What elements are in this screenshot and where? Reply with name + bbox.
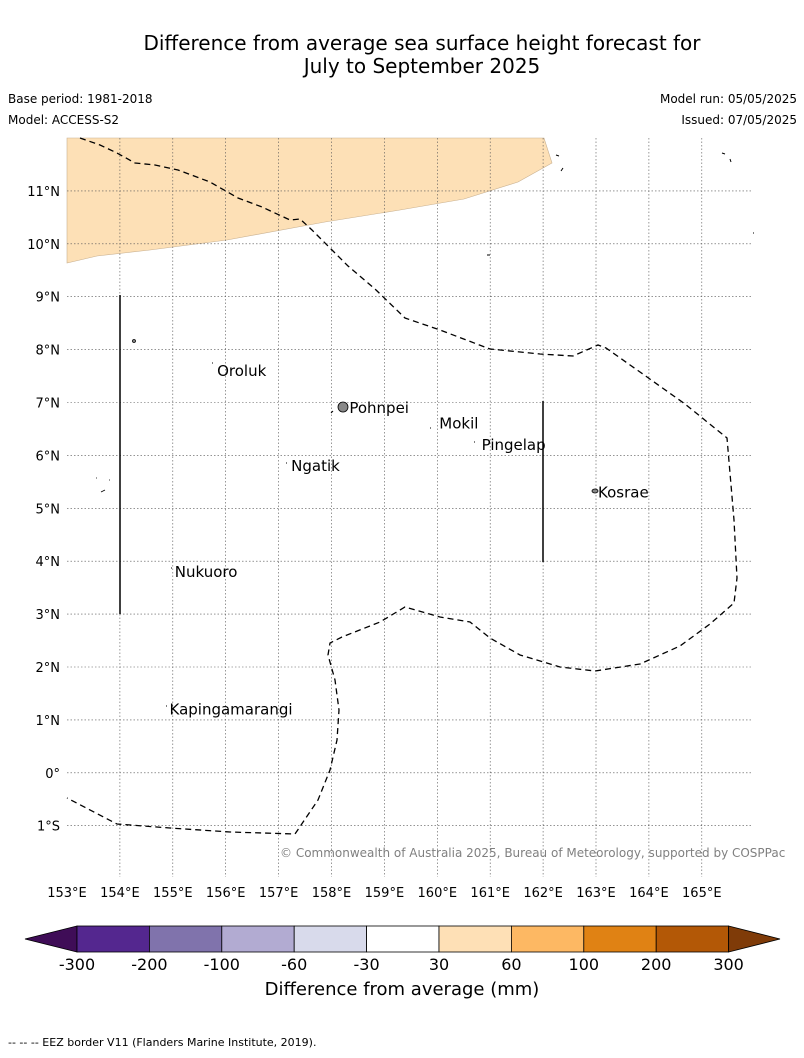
place-label-nukuoro: Nukuoro: [175, 563, 238, 581]
graticule: [67, 138, 753, 877]
lat-tick-label: 0°: [45, 767, 60, 782]
lat-tick-label: 7°N: [36, 397, 61, 412]
colorbar-segment: [221, 925, 295, 953]
colorbar-segment: [148, 925, 223, 953]
colorbar-tick-label: -60: [281, 955, 307, 974]
model-name: Model: ACCESS-S2: [8, 113, 120, 127]
lon-tick-label: 164°E: [629, 886, 669, 901]
colorbar-segment: [293, 925, 368, 953]
island-fragments: [166, 152, 754, 707]
lat-tick-label: 9°N: [36, 291, 61, 306]
lon-tick-label: 156°E: [206, 886, 246, 901]
colorbar-tick-label: -300: [59, 955, 95, 974]
title-line-1: Difference from average sea surface heig…: [143, 31, 701, 55]
colorbar-segment: [583, 925, 657, 953]
place-label-kosrae: Kosrae: [598, 483, 649, 501]
island-kosrae-shape: [591, 488, 599, 494]
colorbar-segment: [438, 925, 512, 953]
lon-tick-label: 161°E: [470, 886, 510, 901]
chart-title: Difference from average sea surface heig…: [0, 32, 804, 78]
lat-tick-label: 11°N: [27, 185, 60, 200]
islands: [96, 152, 754, 707]
lon-tick-label: 162°E: [523, 886, 563, 901]
eez-border: [66, 137, 738, 835]
place-label-kapingamarangi: Kapingamarangi: [170, 700, 293, 718]
place-label-mokil: Mokil: [439, 415, 478, 433]
colorbar-segment: [510, 925, 585, 953]
latitude-labels: 11°N 10°N 9°N 8°N 7°N 6°N 5°N 4°N 3°N 2°N 1°N 0° 1°S: [27, 185, 60, 835]
lon-tick-label: 160°E: [418, 886, 458, 901]
model-run: Model run: 05/05/2025: [659, 92, 797, 106]
island-fragments-west: [96, 477, 110, 493]
lon-tick-label: 165°E: [682, 886, 722, 901]
lon-tick-label: 159°E: [365, 886, 405, 901]
island-dot: [132, 339, 136, 343]
lat-tick-label: 3°N: [36, 608, 61, 623]
place-label-pohnpei: Pohnpei: [349, 399, 409, 417]
colorbar-extend-high: [728, 925, 781, 953]
lon-tick-label: 154°E: [100, 886, 140, 901]
lat-tick-label: 1°S: [37, 820, 60, 835]
lon-tick-label: 153°E: [47, 886, 87, 901]
eez-legend-note: -- -- -- EEZ border V11 (Flanders Marine…: [8, 1036, 317, 1049]
place-label-pingelap: Pingelap: [482, 436, 546, 454]
base-period: Base period: 1981-2018: [8, 92, 153, 106]
colorbar-tick-label: 30: [429, 955, 449, 974]
lat-tick-label: 10°N: [27, 238, 60, 253]
colorbar-tick-label: -100: [204, 955, 240, 974]
colorbar-tick-label: 300: [713, 955, 744, 974]
anomaly-fill-region: [66, 137, 553, 264]
lon-tick-label: 163°E: [576, 886, 616, 901]
island-pohnpei-shape: [337, 401, 349, 413]
colorbar-tick-label: 200: [641, 955, 672, 974]
title-line-2: July to September 2025: [303, 54, 541, 78]
place-label-ngatik: Ngatik: [291, 457, 340, 475]
issued-date: Issued: 07/05/2025: [681, 113, 797, 127]
colorbar-tick-label: -200: [131, 955, 167, 974]
colorbar-label: Difference from average (mm): [264, 979, 540, 1000]
lat-tick-label: 4°N: [36, 555, 61, 570]
colorbar-tick-label: 100: [569, 955, 600, 974]
copyright-notice: © Commonwealth of Australia 2025, Bureau…: [280, 846, 786, 860]
lat-tick-label: 5°N: [36, 502, 61, 517]
lon-tick-label: 155°E: [153, 886, 193, 901]
colorbar: -300 -200 -100 -60 -30 30 60 100 200 300: [24, 925, 781, 974]
lon-tick-label: 158°E: [312, 886, 352, 901]
lon-tick-label: 157°E: [259, 886, 299, 901]
lat-tick-label: 8°N: [36, 344, 61, 359]
colorbar-tick-label: -30: [354, 955, 380, 974]
lat-tick-label: 2°N: [36, 661, 61, 676]
colorbar-segment: [655, 925, 730, 953]
colorbar-segment: [366, 925, 440, 953]
place-label-oroluk: Oroluk: [217, 362, 266, 380]
longitude-labels: 153°E 154°E 155°E 156°E 157°E 158°E 159°E 160°E…: [47, 886, 721, 901]
colorbar-extend-low: [24, 925, 78, 953]
colorbar-segment: [76, 925, 150, 953]
lat-tick-label: 6°N: [36, 449, 61, 464]
lat-tick-label: 1°N: [36, 714, 61, 729]
colorbar-tick-label: 60: [501, 955, 521, 974]
